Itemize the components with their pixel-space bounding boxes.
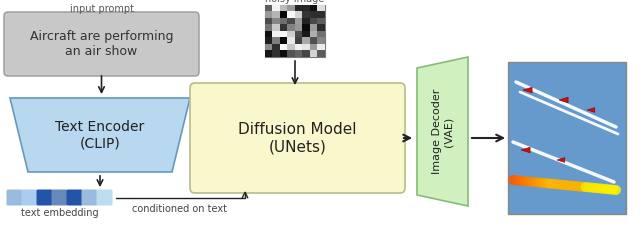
Circle shape	[523, 177, 533, 186]
Circle shape	[563, 180, 573, 190]
Circle shape	[602, 184, 612, 194]
Circle shape	[545, 178, 554, 189]
FancyBboxPatch shape	[67, 190, 83, 206]
Circle shape	[587, 183, 596, 193]
Circle shape	[535, 178, 545, 188]
Text: input prompt: input prompt	[70, 4, 134, 14]
FancyBboxPatch shape	[51, 190, 67, 206]
Circle shape	[508, 175, 518, 185]
Circle shape	[578, 182, 588, 192]
FancyBboxPatch shape	[190, 83, 405, 193]
Polygon shape	[557, 158, 564, 162]
Circle shape	[590, 183, 600, 193]
Text: Image Decoder
(VAE): Image Decoder (VAE)	[432, 89, 453, 174]
Circle shape	[566, 181, 575, 191]
Text: Text Encoder
(CLIP): Text Encoder (CLIP)	[56, 120, 145, 150]
FancyBboxPatch shape	[6, 190, 22, 206]
Polygon shape	[417, 57, 468, 206]
Circle shape	[568, 181, 579, 191]
Text: text embedding: text embedding	[20, 208, 99, 218]
Circle shape	[538, 178, 548, 188]
Text: Aircraft are performing
an air show: Aircraft are performing an air show	[29, 30, 173, 58]
Circle shape	[599, 184, 609, 194]
Circle shape	[514, 176, 524, 185]
Polygon shape	[559, 97, 568, 103]
Text: Diffusion Model
(UNets): Diffusion Model (UNets)	[238, 122, 356, 154]
Circle shape	[554, 179, 563, 190]
Bar	[508, 62, 626, 214]
Circle shape	[556, 180, 566, 190]
FancyBboxPatch shape	[81, 190, 97, 206]
Circle shape	[584, 182, 594, 192]
Circle shape	[596, 184, 606, 194]
FancyBboxPatch shape	[36, 190, 52, 206]
FancyBboxPatch shape	[97, 190, 113, 206]
Polygon shape	[523, 87, 532, 93]
Circle shape	[520, 176, 530, 186]
Text: noisy image: noisy image	[266, 0, 324, 4]
Circle shape	[559, 180, 570, 190]
Circle shape	[608, 185, 618, 195]
Circle shape	[575, 181, 585, 191]
Bar	[265, 5, 325, 57]
Circle shape	[605, 184, 615, 194]
Circle shape	[541, 178, 551, 188]
Circle shape	[511, 175, 521, 185]
Circle shape	[529, 177, 540, 187]
Polygon shape	[587, 108, 595, 112]
Circle shape	[526, 177, 536, 187]
Polygon shape	[521, 147, 530, 153]
Text: conditioned on text: conditioned on text	[131, 203, 227, 214]
FancyBboxPatch shape	[22, 190, 38, 206]
Polygon shape	[10, 98, 190, 172]
Circle shape	[593, 183, 603, 193]
FancyBboxPatch shape	[4, 12, 199, 76]
Circle shape	[550, 179, 561, 189]
Circle shape	[611, 185, 621, 195]
Circle shape	[517, 176, 527, 186]
Circle shape	[580, 182, 591, 192]
Circle shape	[547, 179, 557, 189]
Circle shape	[572, 181, 582, 191]
Circle shape	[532, 177, 542, 187]
